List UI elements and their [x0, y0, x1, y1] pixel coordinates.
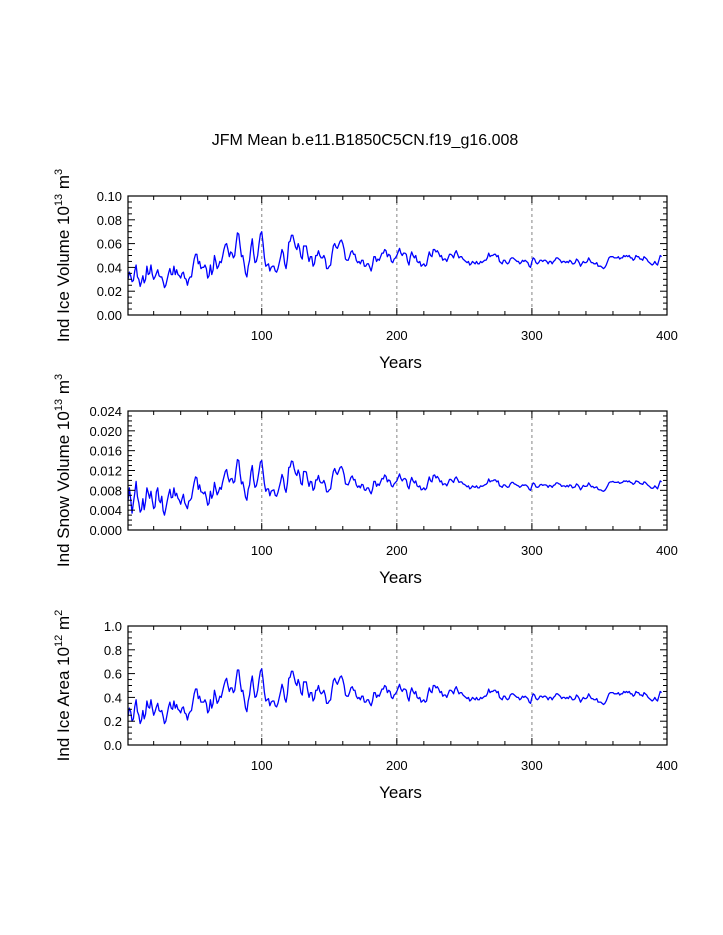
x-tick-label: 300 — [521, 543, 543, 558]
y-tick-label: 0.04 — [97, 260, 122, 275]
x-tick-label: 200 — [386, 543, 408, 558]
y-tick-label: 0.06 — [97, 237, 122, 252]
x-axis-label: Years — [379, 568, 422, 587]
y-tick-label: 0.012 — [89, 464, 122, 479]
y-tick-label: 1.0 — [104, 619, 122, 634]
chart-title: JFM Mean b.e11.B1850C5CN.f19_g16.008 — [212, 132, 519, 149]
x-tick-label: 400 — [656, 328, 678, 343]
y-tick-label: 0.00 — [97, 308, 122, 323]
series-line — [127, 668, 663, 725]
y-axis-label: Ind Ice Area 1012 m2 — [53, 610, 73, 762]
x-tick-label: 300 — [521, 328, 543, 343]
y-tick-label: 0.02 — [97, 284, 122, 299]
y-tick-label: 0.4 — [104, 690, 122, 705]
y-axis-label: Ind Snow Volume 1013 m3 — [53, 374, 73, 567]
panel-2: 0.000 0.004 0.008 0.012 0.016 0.020 0.024 100 20… — [53, 374, 678, 587]
x-tick-label: 400 — [656, 543, 678, 558]
x-axis-label: Years — [379, 353, 422, 372]
y-tick-label: 0.008 — [89, 483, 122, 498]
x-tick-label: 200 — [386, 328, 408, 343]
y-tick-label: 0.016 — [89, 444, 122, 459]
y-tick-label: 0.004 — [89, 503, 122, 518]
series-line — [127, 458, 662, 516]
x-tick-label: 100 — [251, 543, 273, 558]
y-tick-label: 0.8 — [104, 643, 122, 658]
panel-3: 0.0 0.2 0.4 0.6 0.8 1.0 100 200 300 400 Years Ind I… — [53, 610, 678, 802]
y-axis-label: Ind Ice Volume 1013 m3 — [53, 169, 73, 342]
y-tick-label: 0.2 — [104, 714, 122, 729]
x-tick-label: 300 — [521, 758, 543, 773]
y-tick-label: 0.0 — [104, 738, 122, 753]
plot-frame — [127, 410, 668, 531]
series-line — [127, 231, 663, 289]
x-tick-label: 400 — [656, 758, 678, 773]
plot-frame — [127, 625, 668, 746]
y-tick-label: 0.000 — [89, 523, 122, 538]
y-tick-label: 0.024 — [89, 404, 122, 419]
x-tick-label: 100 — [251, 328, 273, 343]
y-tick-label: 0.6 — [104, 667, 122, 682]
panel-1: 0.00 0.02 0.04 0.06 0.08 0.10 100 200 300 400 Year… — [53, 169, 678, 372]
x-tick-label: 100 — [251, 758, 273, 773]
x-tick-label: 200 — [386, 758, 408, 773]
x-axis-label: Years — [379, 783, 422, 802]
y-tick-label: 0.020 — [89, 424, 122, 439]
y-tick-label: 0.08 — [97, 213, 122, 228]
y-tick-label: 0.10 — [97, 189, 122, 204]
